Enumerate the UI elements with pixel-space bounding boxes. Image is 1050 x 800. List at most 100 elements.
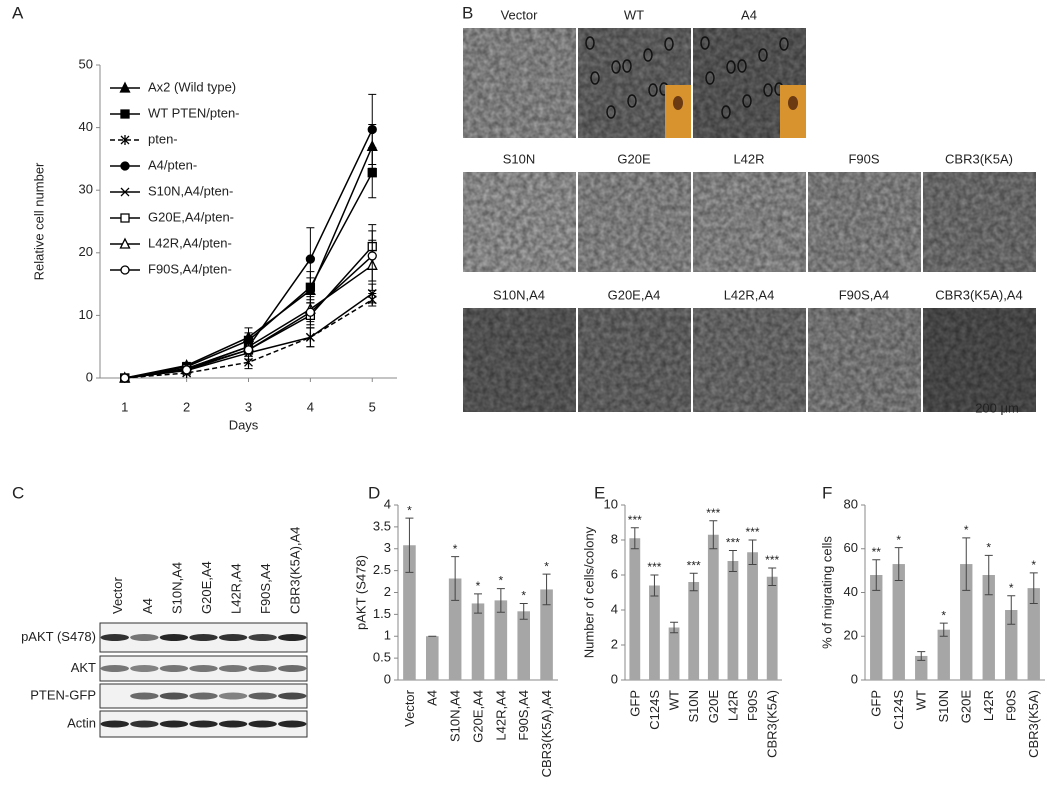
bar [870, 575, 883, 680]
y-tick-label: 40 [79, 119, 93, 134]
legend-marker [119, 81, 131, 93]
lane-label: G20E,A4 [199, 561, 214, 614]
bar [1005, 610, 1018, 680]
bar [403, 545, 416, 680]
error-bar [474, 593, 482, 614]
legend-marker [120, 187, 130, 197]
scale-bar-label: 200 μm [975, 400, 1019, 415]
cell-aggregate [705, 71, 715, 85]
significance: ** [872, 545, 882, 559]
cell-aggregate [590, 71, 600, 85]
y-tick-label: 0.5 [373, 650, 391, 665]
y-tick-label: 4 [384, 496, 391, 511]
legend-label: Ax2 (Wild type) [148, 79, 236, 94]
x-tick-label: 1 [121, 399, 128, 414]
image-label: S10N,A4 [493, 287, 545, 302]
blot-band [189, 692, 218, 700]
y-tick-label: 0 [611, 671, 618, 686]
cell-aggregate [664, 37, 674, 51]
image-label: F90S [848, 151, 879, 166]
error-bar [1007, 595, 1016, 625]
y-tick-label: 0 [851, 671, 858, 686]
error-bar [748, 539, 757, 565]
bar [448, 578, 462, 680]
blot-row-label: Actin [67, 715, 96, 730]
inset-spore [788, 96, 798, 110]
marker [181, 365, 192, 375]
significance: *** [706, 506, 720, 520]
significance: * [1031, 558, 1036, 572]
error-bar [650, 574, 659, 597]
blot-band [278, 692, 307, 700]
lane-label: A4 [140, 598, 155, 614]
x-tick-label: 5 [369, 399, 376, 414]
blot-band [130, 634, 159, 641]
bar [540, 589, 553, 680]
image-label: S10N [503, 151, 536, 166]
blot-band [218, 692, 248, 700]
blot-band [189, 720, 218, 728]
legend-marker [120, 213, 130, 223]
micrograph-texture [923, 308, 1036, 412]
legend-marker [120, 135, 130, 145]
cell-aggregate [606, 105, 616, 119]
blot-band [248, 634, 277, 641]
panel-label: D [368, 483, 380, 502]
micrograph-texture [578, 308, 691, 412]
error-bar [630, 527, 639, 550]
error-bar [917, 651, 926, 661]
significance: * [453, 542, 458, 556]
cell-aggregate [763, 83, 773, 97]
error-bar [542, 573, 551, 606]
legend-label: G20E,A4/pten- [148, 209, 234, 224]
significance: * [476, 579, 481, 593]
lane-label: L42R,A4 [229, 563, 244, 614]
legend-marker [120, 265, 130, 275]
error-bar [519, 602, 528, 620]
blot-band [159, 665, 189, 672]
y-tick-label: 8 [611, 531, 618, 546]
marker [120, 373, 130, 383]
image-label: WT [624, 7, 644, 22]
y-axis-label: Relative cell number [31, 162, 46, 280]
x-tick-label: Vector [402, 689, 417, 727]
legend-label: pten- [148, 131, 178, 146]
significance: * [896, 533, 901, 547]
blot-row-label: pAKT (S478) [21, 629, 96, 644]
panel-label: F [822, 483, 832, 502]
marker [367, 251, 377, 261]
significance: *** [687, 558, 701, 572]
x-tick-label: GFP [869, 690, 884, 717]
micrograph-texture [463, 172, 576, 272]
significance: *** [746, 525, 760, 539]
marker [305, 332, 315, 342]
cell-aggregate [737, 59, 747, 73]
y-tick-label: 3.5 [373, 518, 391, 533]
cell-aggregate [585, 36, 595, 50]
blot-row-label: PTEN-GFP [30, 687, 96, 702]
legend-label: L42R,A4/pten- [148, 235, 232, 250]
cell-aggregate [721, 105, 731, 119]
x-tick-label: L42R,A4 [493, 690, 508, 741]
image-label: Vector [501, 7, 539, 22]
error-bar [728, 550, 737, 572]
error-bar [451, 556, 460, 601]
bar [1027, 588, 1040, 680]
significance: *** [628, 513, 642, 527]
blot-band [100, 634, 129, 641]
bar [982, 575, 995, 680]
significance: * [1009, 581, 1014, 595]
blot-band [248, 720, 277, 728]
lane-label: F90S,A4 [258, 563, 273, 614]
bar [915, 655, 928, 680]
error-bar [768, 567, 777, 586]
bar [517, 611, 530, 680]
bar [494, 600, 508, 680]
legend-marker [119, 237, 131, 249]
bar [471, 603, 485, 680]
significance: *** [726, 536, 740, 550]
x-tick-label: S10N [936, 690, 951, 723]
y-axis-label: % of migrating cells [819, 536, 834, 649]
inset [780, 85, 806, 138]
y-tick-label: 50 [79, 56, 93, 71]
